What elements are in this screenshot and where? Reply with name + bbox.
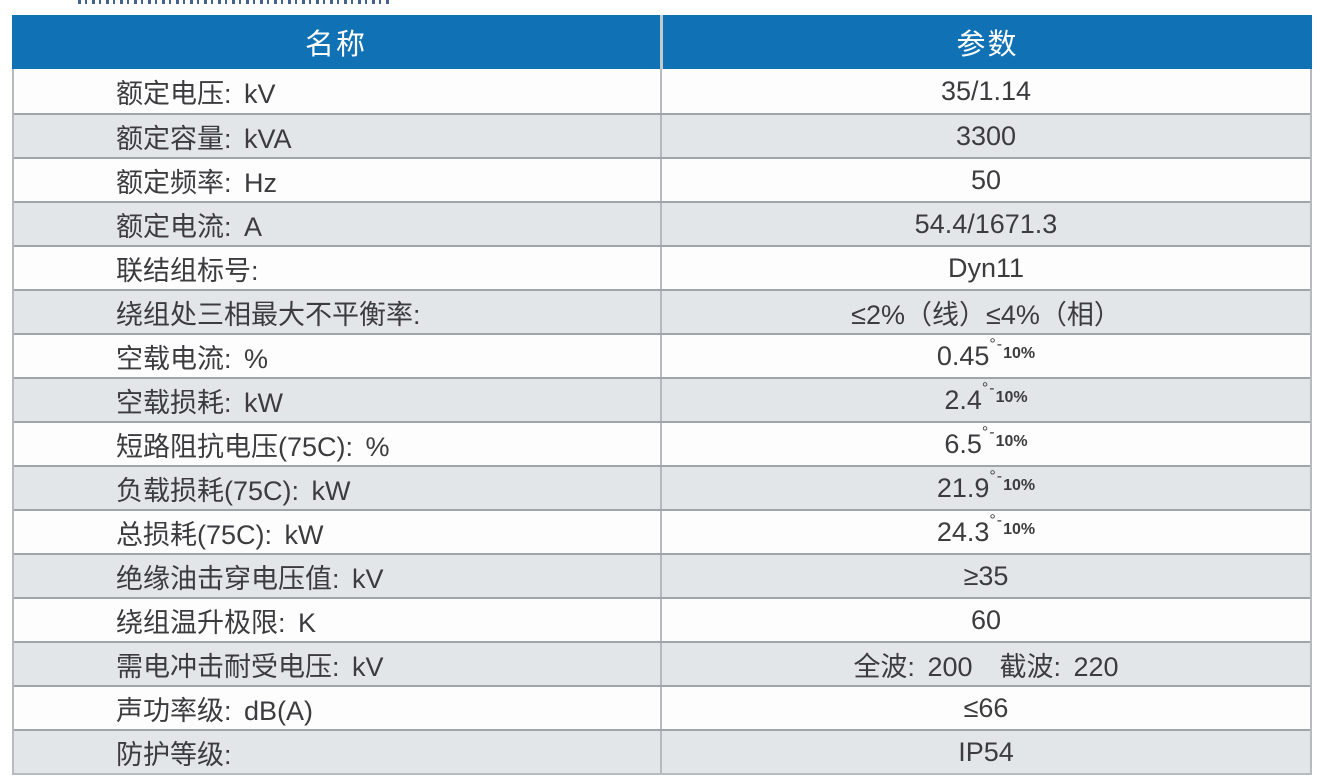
param-value-text: 2.4 [944,384,982,415]
param-value-cell: ≥35 [660,555,1310,597]
value-tolerance-percent: 10% [1003,521,1036,538]
spec-table: 名称 参数 额定电压: kV 35/1.14 额定容量: kVA 3300 额定频率: … [12,15,1312,775]
param-name-cell: 空载损耗: kW [116,387,283,418]
value-tolerance-sup: °- [981,380,996,397]
param-name-cell: 额定容量: kVA [116,123,292,154]
param-value-cell: 0.45 °- 10% [660,335,1310,377]
table-row: 额定电流: A 54.4/1671.3 [14,201,1310,245]
table-row: 防护等级: IP54 [14,729,1310,773]
param-value-text: 24.3 [936,516,990,547]
param-name-cell: 负载损耗(75C): kW [116,475,351,506]
param-value-text: 0.45 [936,340,990,371]
param-value-text: 21.9 [936,472,990,503]
table-row: 额定频率: Hz 50 [14,157,1310,201]
value-tolerance-sup: °- [989,512,1004,529]
param-name-cell: 联结组标号: [116,255,259,286]
param-value-cell: IP54 [660,731,1310,773]
table-header: 名称 参数 [12,15,1312,69]
param-value-cell: 50 [660,159,1310,201]
table-row: 额定容量: kVA 3300 [14,113,1310,157]
param-value-cell: 60 [660,599,1310,641]
param-value-cell: 6.5 °- 10% [660,423,1310,465]
value-tolerance-percent: 10% [1003,345,1036,362]
param-value-text: 50 [970,164,1002,195]
param-value-cell: 21.9 °- 10% [660,467,1310,509]
param-name-cell: 空载电流: % [116,343,269,374]
param-value-text: Dyn11 [947,252,1025,283]
param-name-cell: 总损耗(75C): kW [116,519,324,550]
param-value-text: ≥35 [963,560,1009,591]
param-name-cell: 防护等级: [116,739,232,770]
param-value-text: ≤2%（线）≤4%（相） [851,299,1121,330]
param-value-cell: Dyn11 [660,247,1310,289]
param-value-cell: 全波: 200 截波: 220 [660,643,1310,685]
table-row: 声功率级: dB(A) ≤66 [14,685,1310,729]
value-tolerance-percent: 10% [995,433,1028,450]
table-row: 联结组标号: Dyn11 [14,245,1310,289]
table-row: 空载电流: % 0.45 °- 10% [14,333,1310,377]
value-tolerance-sup: °- [981,424,996,441]
header-param-cell: 参数 [660,15,1312,69]
param-name-cell: 绝缘油击穿电压值: kV [116,563,384,594]
param-value-text: 54.4/1671.3 [914,208,1058,239]
table-row: 空载损耗: kW 2.4 °- 10% [14,377,1310,421]
param-name-cell: 额定电流: A [116,211,263,242]
param-name-cell: 短路阻抗电压(75C): % [116,431,390,462]
param-value-text: ≤66 [963,692,1009,723]
param-name-cell: 需电冲击耐受电压: kV [116,651,384,682]
table-row: 负载损耗(75C): kW 21.9 °- 10% [14,465,1310,509]
value-tolerance-percent: 10% [995,389,1028,406]
param-value-text: 60 [970,604,1002,635]
param-value-text: 6.5 [944,428,982,459]
cropped-text-fragment [78,0,392,4]
param-value-text: IP54 [958,736,1014,767]
table-row: 绕组温升极限: K 60 [14,597,1310,641]
param-value-cell: ≤66 [660,687,1310,729]
param-value-text: 35/1.14 [940,75,1032,106]
table-row: 绝缘油击穿电压值: kV ≥35 [14,553,1310,597]
value-tolerance-sup: °- [989,336,1004,353]
value-tolerance-percent: 10% [1003,477,1036,494]
table-row: 短路阻抗电压(75C): % 6.5 °- 10% [14,421,1310,465]
header-name-cell: 名称 [304,29,367,61]
value-tolerance-sup: °- [989,468,1004,485]
param-value-cell: 35/1.14 [660,69,1310,113]
param-value-text: 全波: 200 截波: 220 [853,651,1119,682]
table-row: 总损耗(75C): kW 24.3 °- 10% [14,509,1310,553]
param-value-cell: 54.4/1671.3 [660,203,1310,245]
param-name-cell: 额定频率: Hz [116,167,278,198]
param-value-text: 3300 [955,120,1017,151]
param-name-cell: 绕组处三相最大不平衡率: [116,299,421,330]
param-name-cell: 声功率级: dB(A) [116,695,314,726]
param-value-cell: 24.3 °- 10% [660,511,1310,553]
param-value-cell: ≤2%（线）≤4%（相） [660,291,1310,333]
table-row: 绕组处三相最大不平衡率: ≤2%（线）≤4%（相） [14,289,1310,333]
param-value-cell: 2.4 °- 10% [660,379,1310,421]
param-name-cell: 绕组温升极限: K [116,607,317,638]
param-value-cell: 3300 [660,115,1310,157]
table-row: 需电冲击耐受电压: kV 全波: 200 截波: 220 [14,641,1310,685]
table-row: 额定电压: kV 35/1.14 [14,69,1310,113]
table-body: 额定电压: kV 35/1.14 额定容量: kVA 3300 额定频率: Hz 50 额定… [12,69,1312,775]
param-name-cell: 额定电压: kV [116,78,276,109]
